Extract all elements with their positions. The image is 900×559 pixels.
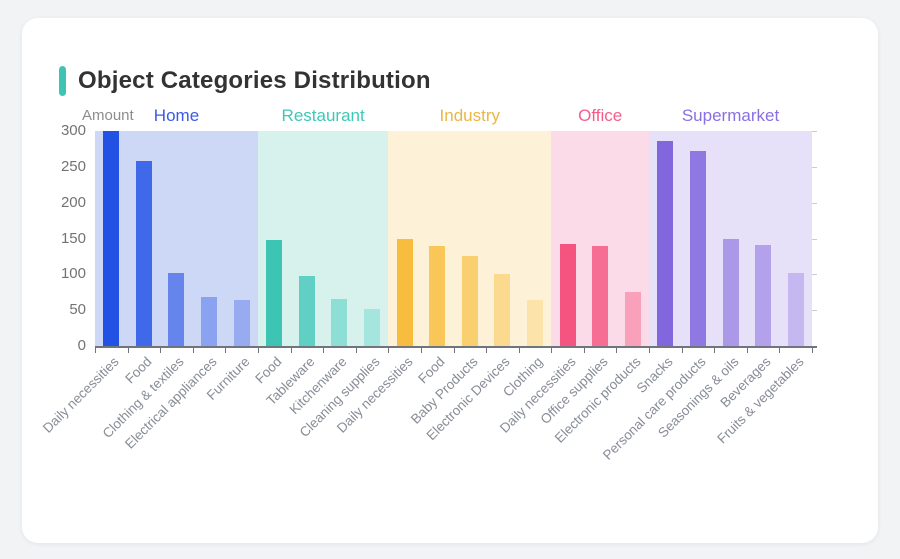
x-axis-tick	[388, 348, 390, 353]
bar-office-office-supplies[interactable]	[592, 246, 609, 346]
right-axis-tick	[812, 166, 817, 168]
y-tick-label-250: 250	[60, 157, 86, 175]
y-tick-label-200: 200	[60, 193, 86, 211]
bar-industry-food[interactable]	[429, 246, 446, 346]
right-axis-tick	[812, 274, 817, 276]
x-axis-tick	[681, 348, 683, 353]
bar-restaurant-kitchenware[interactable]	[331, 299, 348, 346]
bar-restaurant-cleaning-supplies[interactable]	[364, 308, 381, 346]
x-axis-tick	[551, 348, 553, 353]
bar-office-electronic-products[interactable]	[624, 291, 641, 346]
bar-industry-daily-necessities[interactable]	[396, 238, 413, 346]
right-axis-tick	[812, 238, 817, 240]
right-axis-tick	[812, 202, 817, 204]
group-label-office: Office	[578, 106, 623, 125]
x-axis-line	[95, 346, 817, 348]
x-axis-tick	[616, 348, 618, 353]
bar-restaurant-food[interactable]	[266, 239, 283, 346]
x-axis-tick	[225, 348, 227, 353]
y-tick-label-300: 300	[60, 122, 86, 139]
y-axis-name: Amount	[82, 107, 134, 124]
group-label-home: Home	[153, 106, 200, 125]
bar-restaurant-tableware[interactable]	[298, 276, 315, 346]
bar-home-furniture[interactable]	[233, 300, 250, 346]
x-axis-tick	[779, 348, 781, 353]
right-axis-tick	[812, 131, 817, 132]
x-axis-tick	[746, 348, 748, 353]
group-label-supermarket: Supermarket	[681, 106, 780, 125]
bar-industry-clothing[interactable]	[526, 300, 543, 346]
y-tick-label-150: 150	[60, 229, 86, 247]
y-tick-label-50: 50	[69, 301, 86, 319]
x-axis-tick	[649, 348, 651, 353]
bar-home-clothing-textiles[interactable]	[168, 272, 185, 346]
x-axis-tick	[583, 348, 585, 353]
bar-home-food[interactable]	[135, 161, 152, 346]
bar-supermarket-snacks[interactable]	[657, 141, 674, 346]
x-axis-tick	[323, 348, 325, 353]
x-axis-tick	[453, 348, 455, 353]
x-axis-tick	[160, 348, 162, 353]
x-axis-tick	[420, 348, 422, 353]
bar-supermarket-personal-care-products[interactable]	[689, 151, 706, 346]
x-axis-tick	[355, 348, 357, 353]
title-accent-bar	[59, 66, 66, 96]
x-axis-tick	[714, 348, 716, 353]
bar-supermarket-fruits-vegetables[interactable]	[787, 272, 804, 346]
bar-industry-electronic-devices[interactable]	[494, 274, 511, 346]
x-axis-tick	[486, 348, 488, 353]
y-tick-label-100: 100	[60, 265, 86, 283]
group-label-industry: Industry	[439, 106, 501, 125]
right-axis-tick	[812, 310, 817, 312]
x-axis-tick	[95, 348, 96, 353]
x-axis-tick	[812, 348, 813, 353]
x-axis-tick	[257, 348, 259, 353]
bar-home-daily-necessities[interactable]	[103, 131, 120, 346]
card-header: Object Categories Distribution	[59, 66, 431, 96]
x-axis-tick	[518, 348, 520, 353]
x-axis-tick	[290, 348, 292, 353]
y-tick-label-0: 0	[77, 337, 86, 354]
x-axis-tick	[192, 348, 194, 353]
bar-supermarket-seasonings-oils[interactable]	[722, 239, 739, 346]
bar-home-electrical-appliances[interactable]	[201, 296, 218, 346]
bar-supermarket-beverages[interactable]	[755, 244, 772, 346]
chart-title: Object Categories Distribution	[78, 67, 431, 94]
x-axis-tick	[127, 348, 129, 353]
bar-industry-baby-products[interactable]	[461, 255, 478, 346]
bar-office-daily-necessities[interactable]	[559, 243, 576, 346]
group-label-restaurant: Restaurant	[281, 106, 365, 125]
